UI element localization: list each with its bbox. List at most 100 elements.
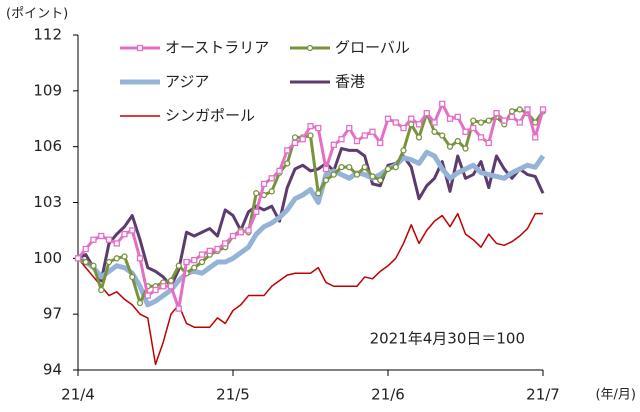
point [222,240,229,247]
point [338,136,345,143]
point [183,258,190,266]
legend-marker [136,44,144,52]
point [175,262,182,269]
point [346,124,353,132]
point [462,128,469,135]
point [477,119,485,126]
point [377,177,384,184]
x-tick-label: 21/4 [61,386,95,404]
y-tick-label: 103 [33,193,62,211]
point [485,139,492,147]
point [98,232,105,240]
point [532,134,539,141]
point [431,128,438,135]
point [229,232,237,240]
point [90,262,97,269]
point [291,134,299,141]
point [299,136,306,143]
point [462,145,469,152]
point [439,132,446,139]
legend-label: アジア [165,73,209,91]
point [144,292,151,299]
point [493,110,500,117]
point [206,247,213,255]
point [315,124,322,132]
point [369,173,376,180]
point [516,119,523,126]
point [191,264,198,271]
point [198,251,206,258]
point [129,273,136,281]
point [477,134,485,141]
point [307,132,314,139]
point [384,115,392,122]
point [121,230,128,238]
point [446,115,454,122]
point [330,141,337,148]
point [338,163,345,171]
point [322,177,330,184]
y-tick-label: 109 [33,81,62,99]
point [470,124,477,132]
point [377,139,384,147]
point [82,245,89,253]
point [454,113,461,121]
point [167,277,175,284]
y-axis-label: (ポイント) [6,7,68,22]
point [400,147,407,154]
point [237,229,244,236]
point [291,139,299,147]
point [508,108,516,115]
point [98,286,105,294]
point [82,258,89,266]
point [408,115,415,122]
point [439,100,446,108]
point [415,134,423,141]
point [260,180,268,188]
x-tick-label: 21/6 [371,386,405,404]
point [322,165,330,173]
point [245,227,252,234]
point [524,106,531,113]
point [105,258,113,266]
point [392,163,399,171]
point [431,119,438,126]
series-line [77,147,545,288]
point [353,137,361,145]
y-tick-label: 97 [43,305,62,323]
point [136,299,144,307]
point [284,160,291,167]
point [516,106,523,113]
point [276,167,283,175]
point [90,236,97,243]
point [485,117,492,124]
x-axis-label: (年/月) [595,388,636,403]
point [105,236,113,243]
point [532,119,539,126]
point [346,163,353,171]
annotation: 2021年4月30日＝100 [370,330,525,348]
x-tick-label: 21/5 [216,386,250,404]
legend-label: 香港 [335,73,365,91]
point [361,132,368,139]
point [268,188,275,195]
point [113,240,120,247]
point [191,257,198,264]
point [136,255,144,262]
point [121,253,128,260]
point [539,106,547,113]
series-line [77,212,543,366]
point [415,121,423,128]
x-tick-label: 21/7 [526,386,560,404]
point [501,117,508,124]
legend-label: オーストラリア [165,39,269,57]
point [160,283,167,290]
point [167,283,175,290]
legend-marker [306,44,314,52]
point [353,171,361,178]
legend-label: シンガポール [165,107,255,125]
point [129,227,136,234]
point [384,165,392,173]
point [392,119,399,126]
